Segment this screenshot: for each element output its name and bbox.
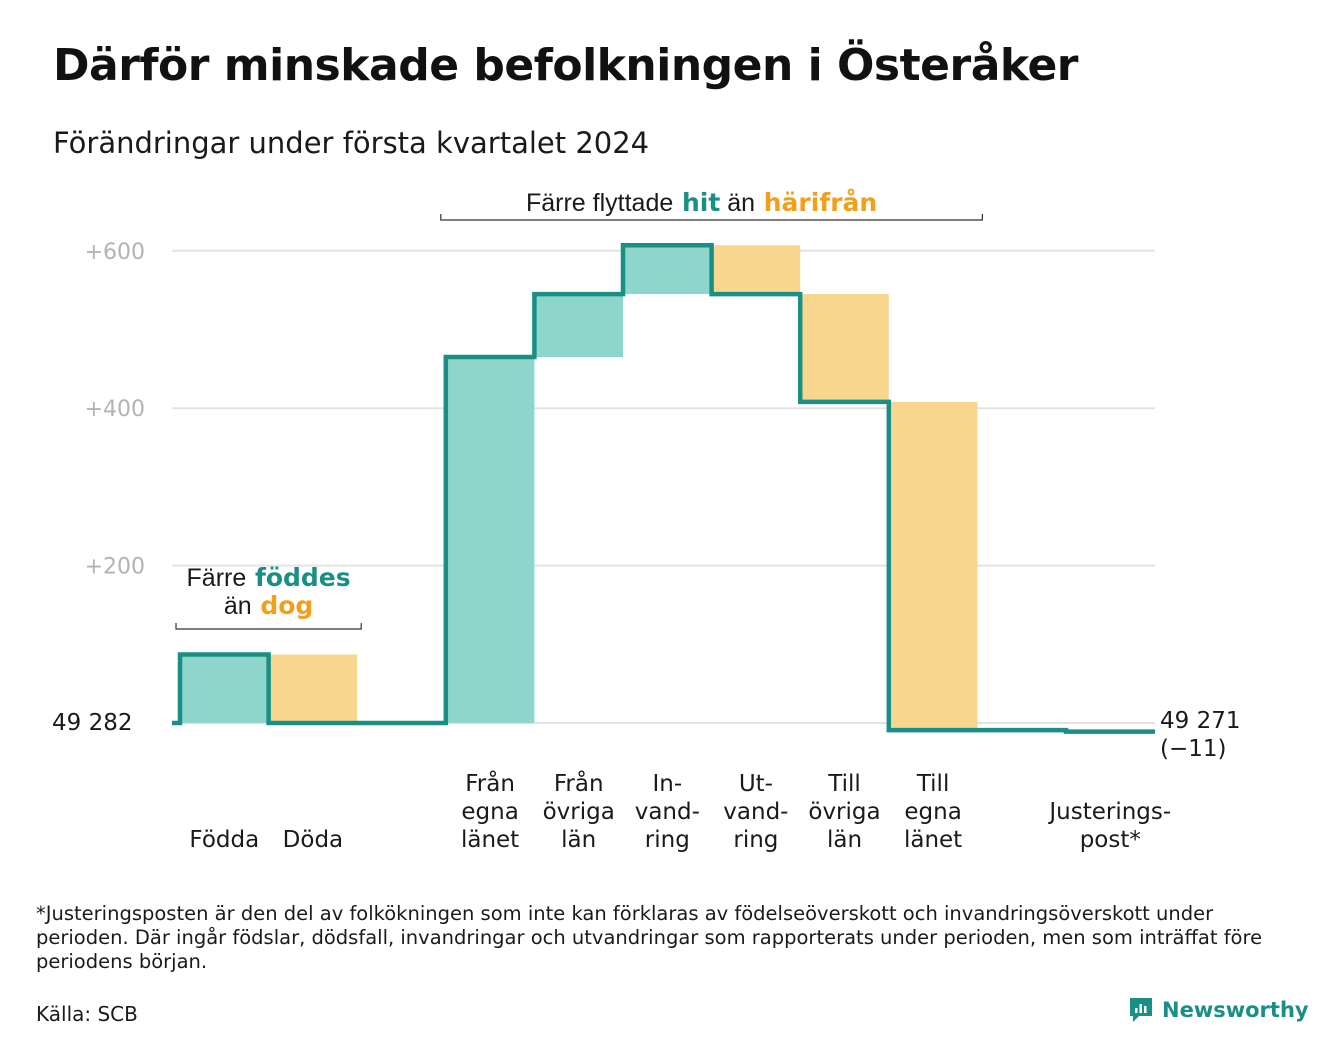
annotation-part: än (224, 592, 252, 620)
y-tick-label: +400 (85, 397, 145, 422)
waterfall-bar (534, 294, 623, 358)
chart-subtitle: Förändringar under första kvartalet 2024 (53, 126, 650, 160)
annotation-part: hit (673, 188, 720, 217)
waterfall-bar (888, 401, 978, 731)
category-label: Döda (283, 827, 343, 853)
end-value-label: 49 271 (1160, 708, 1240, 734)
waterfall-bar (180, 654, 269, 723)
brand-logo: Newsworthy (1128, 996, 1309, 1024)
y-tick-label: +200 (85, 555, 145, 580)
category-label: vand- (635, 799, 700, 825)
cumulative-step-line (172, 243, 1155, 734)
category-label: Födda (189, 827, 259, 853)
newsworthy-logo-icon (1130, 998, 1152, 1022)
brand-name: Newsworthy (1162, 998, 1309, 1022)
category-label: Till (827, 771, 861, 797)
waterfall-bar (800, 294, 889, 402)
annotation-part: än (720, 189, 755, 217)
category-label: Från (554, 769, 604, 797)
category-label: Till (916, 771, 950, 797)
waterfall-bar (268, 654, 358, 723)
annotation-part: Färre flyttade (526, 189, 673, 217)
category-label: vand- (723, 799, 788, 825)
category-label: övriga (543, 799, 615, 825)
annotation-part: Färre (187, 564, 247, 592)
end-change-label: (−11) (1160, 736, 1226, 762)
waterfall-bar (623, 245, 712, 295)
annotation-births-deaths: Färre föddes (187, 563, 351, 592)
category-label: län (827, 827, 862, 853)
annotation-bracket (440, 214, 983, 221)
start-value-label: 49 282 (52, 710, 132, 736)
annotation-bracket (175, 623, 362, 630)
category-label: Från (465, 769, 515, 797)
waterfall-bar (711, 245, 801, 295)
category-label: ring (645, 827, 690, 853)
annotation-part: föddes (246, 563, 350, 592)
annotation-part: dog (252, 591, 314, 620)
category-label: ring (733, 827, 778, 853)
annotation-migration: Färre flyttade hit än härifrån (526, 188, 877, 217)
category-label: länet (461, 827, 519, 853)
category-label: egna (461, 799, 518, 825)
annotation-births-deaths-line2: än dog (224, 591, 313, 620)
chart-title: Därför minskade befolkningen i Österåker (53, 40, 1079, 91)
category-label: post* (1080, 827, 1141, 853)
waterfall-bar (445, 357, 535, 723)
annotation-part: härifrån (755, 188, 877, 217)
y-tick-label: +600 (85, 240, 145, 265)
category-label: län (561, 827, 596, 853)
category-label: länet (904, 827, 962, 853)
source: Källa: SCB (36, 1002, 138, 1026)
category-label: Justerings- (1047, 799, 1171, 825)
category-label: övriga (808, 799, 880, 825)
footnote: *Justeringsposten är den del av folkökni… (36, 902, 1263, 973)
category-label: egna (904, 799, 961, 825)
category-label: Ut- (739, 771, 773, 797)
category-label: In- (652, 771, 682, 797)
